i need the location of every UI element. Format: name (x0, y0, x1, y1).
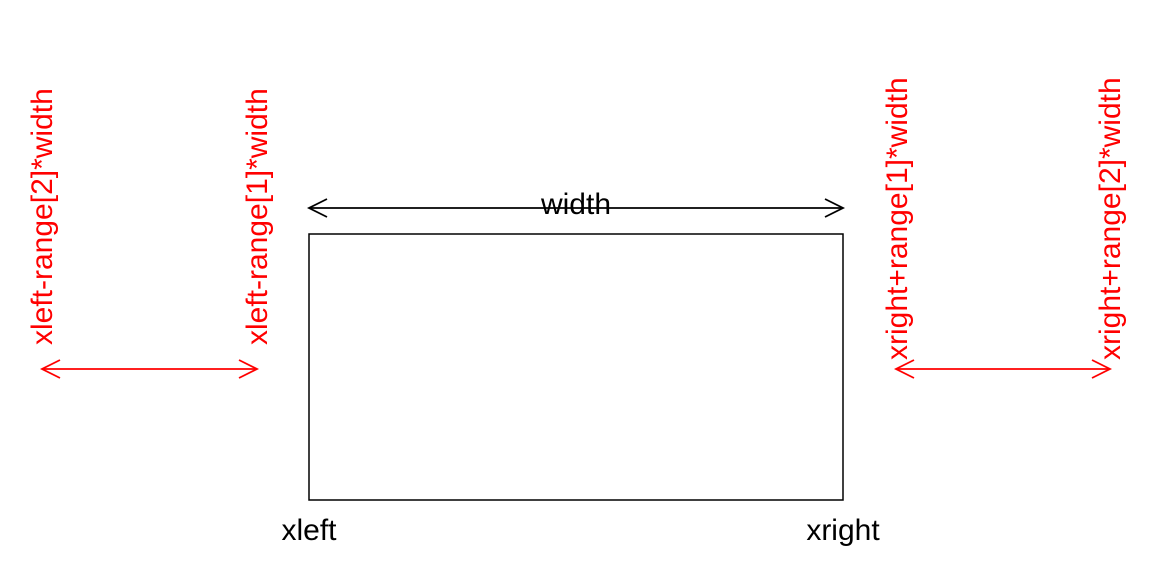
left-range-arrow (39, 359, 260, 379)
xleft-range2-label: xleft-range[2]*width (26, 88, 59, 345)
main-rectangle (308, 233, 844, 501)
right-range-arrow (893, 359, 1113, 379)
xleft-label: xleft (281, 514, 337, 547)
xright-range1-label: xright+range[1]*width (881, 77, 914, 360)
xright-range2-label: xright+range[2]*width (1094, 77, 1127, 360)
xright-label: xright (806, 514, 880, 547)
xleft-range1-label: xleft-range[1]*width (241, 88, 274, 345)
width-label: width (540, 188, 611, 221)
width-arrow (306, 198, 846, 218)
